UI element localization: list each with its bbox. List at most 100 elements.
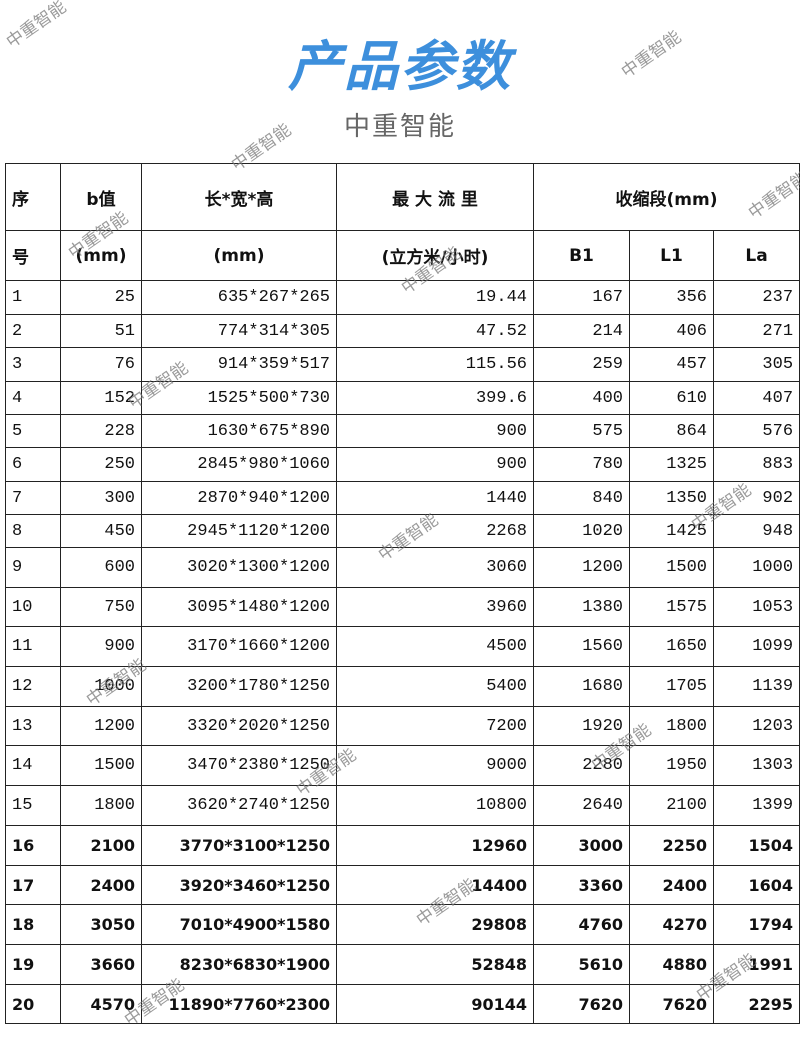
table-cell: 883 — [712, 447, 800, 482]
table-cell: 7620 — [533, 984, 630, 1024]
table-cell: 1200 — [533, 547, 630, 588]
table-cell: 11 — [5, 626, 61, 667]
table-cell: 214 — [533, 314, 630, 348]
header-cell: 号 — [5, 230, 61, 281]
table-cell: 14400 — [336, 865, 534, 905]
table-cell: 2295 — [712, 984, 800, 1024]
table-cell: 15 — [5, 785, 61, 826]
table-cell: 3960 — [336, 587, 534, 627]
table-cell: 1705 — [629, 666, 714, 707]
table-cell: 10 — [5, 587, 61, 627]
table-cell: 10800 — [336, 785, 534, 826]
table-cell: 1575 — [629, 587, 714, 627]
data-row: 12 1000 3200*1780*1250 5400 1680 1705 1139 — [5, 666, 800, 707]
table-cell: 7010*4900*1580 — [141, 904, 337, 945]
table-cell: 2400 — [60, 865, 142, 905]
table-cell: 1950 — [629, 745, 714, 786]
table-cell: 356 — [629, 280, 714, 315]
table-cell: 4 — [5, 381, 61, 415]
table-cell: 3060 — [336, 547, 534, 588]
table-cell: 2400 — [629, 865, 714, 905]
table-cell: 4880 — [629, 944, 714, 985]
table-cell: 7 — [5, 481, 61, 515]
table-cell: 25 — [60, 280, 142, 315]
table-cell: 1504 — [712, 825, 800, 866]
table-cell: 2100 — [629, 785, 714, 826]
data-row: 11 900 3170*1660*1200 4500 1560 1650 1099 — [5, 626, 800, 667]
table-cell: 1630*675*890 — [141, 414, 337, 448]
table-cell: 2870*940*1200 — [141, 481, 337, 515]
table-cell: 3170*1660*1200 — [141, 626, 337, 667]
table-cell: 1500 — [60, 745, 142, 786]
table-cell: 1680 — [533, 666, 630, 707]
table-cell: 1139 — [712, 666, 800, 707]
table-cell: 8 — [5, 514, 61, 548]
table-cell: 576 — [712, 414, 800, 448]
table-cell: 19.44 — [336, 280, 534, 315]
table-cell: 1200 — [60, 706, 142, 746]
table-cell: 1000 — [60, 666, 142, 707]
table-cell: 300 — [60, 481, 142, 515]
table-cell: 1020 — [533, 514, 630, 548]
table-cell: 115.56 — [336, 347, 534, 382]
header-cell: b值 — [60, 163, 142, 231]
table-cell: 3360 — [533, 865, 630, 905]
data-row: 15 1800 3620*2740*1250 10800 2640 2100 1399 — [5, 785, 800, 826]
table-cell: 305 — [712, 347, 800, 382]
table-cell: 407 — [712, 381, 800, 415]
header-cell: (mm) — [60, 230, 142, 281]
table-cell: 1380 — [533, 587, 630, 627]
table-cell: 13 — [5, 706, 61, 746]
header-cell: La — [712, 230, 800, 281]
table-cell: 4760 — [533, 904, 630, 945]
table-cell: 3470*2380*1250 — [141, 745, 337, 786]
table-cell: 864 — [629, 414, 714, 448]
table-cell: 1525*500*730 — [141, 381, 337, 415]
header-cell: 序 — [5, 163, 61, 231]
table-cell: 14 — [5, 745, 61, 786]
data-row: 17 2400 3920*3460*1250 14400 3360 2400 1604 — [5, 865, 800, 905]
table-cell: 51 — [60, 314, 142, 348]
table-cell: 2268 — [336, 514, 534, 548]
table-cell: 1099 — [712, 626, 800, 667]
table-cell: 1560 — [533, 626, 630, 667]
table-cell: 575 — [533, 414, 630, 448]
table-cell: 600 — [60, 547, 142, 588]
table-cell: 5400 — [336, 666, 534, 707]
table-cell: 610 — [629, 381, 714, 415]
table-cell: 1650 — [629, 626, 714, 667]
table-cell: 1000 — [712, 547, 800, 588]
table-cell: 1399 — [712, 785, 800, 826]
table-cell: 774*314*305 — [141, 314, 337, 348]
table-cell: 6 — [5, 447, 61, 482]
data-row: 8 450 2945*1120*1200 2268 1020 1425 948 — [5, 514, 800, 548]
table-cell: 1440 — [336, 481, 534, 515]
data-row: 20 4570 11890*7760*2300 90144 7620 7620 2295 — [5, 984, 800, 1024]
table-cell: 237 — [712, 280, 800, 315]
data-row: 14 1500 3470*2380*1250 9000 2280 1950 1303 — [5, 745, 800, 786]
table-cell: 406 — [629, 314, 714, 348]
table-cell: 900 — [60, 626, 142, 667]
table-cell: 7200 — [336, 706, 534, 746]
page-title: 产品参数 — [288, 35, 512, 98]
table-cell: 7620 — [629, 984, 714, 1024]
table-cell: 9 — [5, 547, 61, 588]
table-cell: 3 — [5, 347, 61, 382]
header-cell: 收缩段(mm) — [532, 163, 800, 231]
table-cell: 948 — [712, 514, 800, 548]
table-cell: 2100 — [60, 825, 142, 866]
table-cell: 4570 — [60, 984, 142, 1024]
table-cell: 11890*7760*2300 — [141, 984, 337, 1024]
page-subtitle: 中重智能 — [343, 112, 456, 142]
data-row: 5 228 1630*675*890 900 575 864 576 — [5, 414, 800, 448]
table-cell: 1350 — [629, 481, 714, 515]
data-row: 4 152 1525*500*730 399.6 400 610 407 — [5, 381, 800, 415]
table-cell: 228 — [60, 414, 142, 448]
table-cell: 3320*2020*1250 — [141, 706, 337, 746]
table-cell: 271 — [712, 314, 800, 348]
header-cell: 最 大 流 里 — [336, 163, 534, 231]
table-cell: 250 — [60, 447, 142, 482]
table-cell: 9000 — [336, 745, 534, 786]
table-cell: 1053 — [712, 587, 800, 627]
table-cell: 76 — [60, 347, 142, 382]
